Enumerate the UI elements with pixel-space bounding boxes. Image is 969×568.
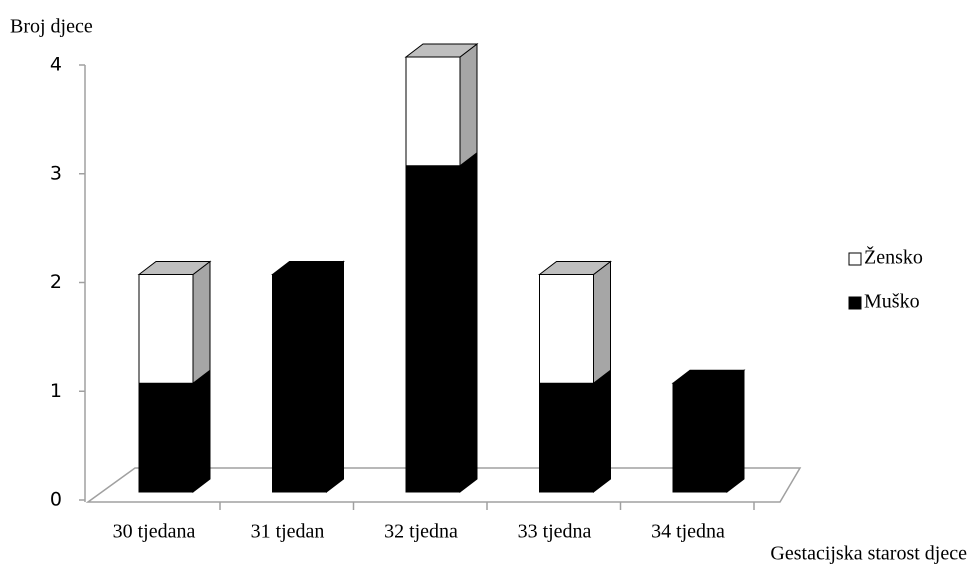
bar-top — [404, 43, 479, 58]
bar-top — [271, 261, 345, 275]
x-axis-title-bg — [700, 542, 969, 568]
bar-side — [192, 260, 211, 385]
y-tick-label: 1 — [50, 380, 62, 402]
bar-side — [593, 260, 611, 385]
y-tick-label: 4 — [50, 54, 62, 76]
y-tick-label: 0 — [50, 489, 62, 511]
bar — [138, 274, 194, 384]
x-tick-label: 30 tjedana — [113, 521, 196, 543]
bar-side — [726, 369, 745, 494]
x-tick-label: 31 tjedan — [251, 521, 325, 543]
legend-swatch — [848, 252, 862, 266]
bar — [405, 56, 461, 167]
bar-top — [538, 261, 612, 275]
x-axis-title: Gestacijska starost djece — [770, 543, 967, 565]
legend-swatch — [848, 296, 862, 310]
x-tick-label: 34 tjedna — [651, 521, 725, 543]
bar — [539, 382, 594, 493]
bar-top — [671, 369, 746, 384]
bar-top — [137, 261, 212, 275]
bar — [539, 274, 594, 384]
x-tick-label: 32 tjedna — [384, 521, 458, 543]
y-tick-label: 3 — [50, 162, 62, 184]
y-axis-title: Broj djece — [10, 16, 93, 38]
bar — [272, 274, 327, 493]
bar-side — [192, 369, 211, 494]
legend-label: Muško — [864, 291, 920, 313]
bar — [138, 382, 194, 493]
legend-label: Žensko — [864, 246, 923, 269]
bar-side — [326, 260, 344, 494]
bar-side — [593, 369, 611, 494]
x-tick-label: 33 tjedna — [518, 521, 592, 543]
bar — [405, 165, 461, 493]
bar-side — [459, 151, 478, 494]
bar-side — [459, 42, 478, 167]
y-tick-label: 2 — [50, 271, 62, 293]
bar — [672, 382, 728, 493]
